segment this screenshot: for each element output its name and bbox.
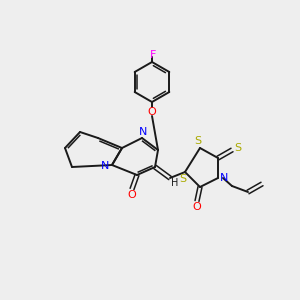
Text: S: S — [194, 136, 202, 146]
Text: O: O — [193, 202, 201, 212]
Text: N: N — [220, 173, 228, 183]
Text: N: N — [101, 161, 109, 171]
Text: H: H — [171, 178, 179, 188]
Text: S: S — [179, 174, 187, 184]
Text: O: O — [128, 190, 136, 200]
Text: S: S — [234, 143, 242, 153]
Text: F: F — [150, 50, 156, 60]
Text: N: N — [139, 127, 147, 137]
Text: O: O — [148, 107, 156, 117]
